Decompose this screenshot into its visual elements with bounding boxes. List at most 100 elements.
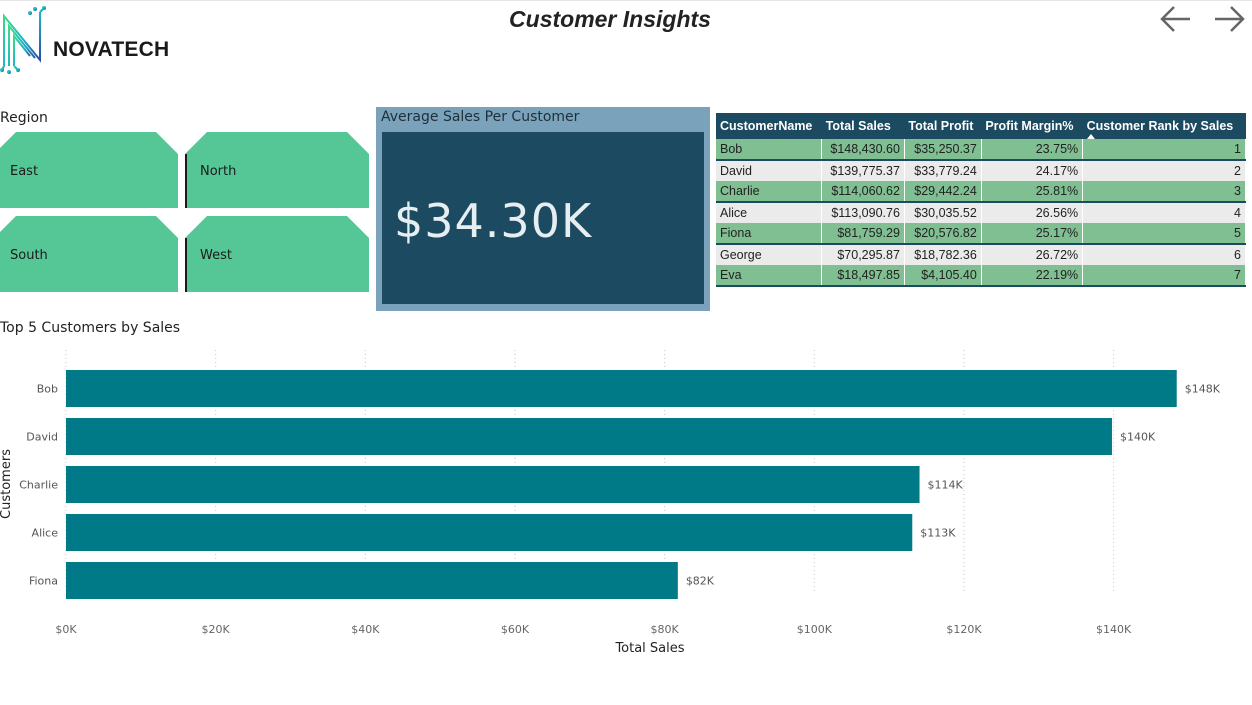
table-cell: $70,295.87 [821,244,905,265]
bar-bob[interactable] [66,370,1177,407]
table-row[interactable]: George $70,295.87 $18,782.36 26.72% 6 [716,244,1246,265]
table-cell: 6 [1082,244,1246,265]
table-row[interactable]: Charlie $114,060.62 $29,442.24 25.81% 3 [716,181,1246,203]
novatech-logo: NOVATECH [0,4,200,74]
x-tick-label: $140K [1096,623,1132,636]
table-header-row: CustomerName Total Sales Total Profit Pr… [716,113,1246,139]
table-cell: $30,035.52 [904,202,982,223]
x-axis-title: Total Sales [614,641,684,656]
x-tick-label: $20K [202,623,231,636]
table-cell: 25.17% [981,223,1084,245]
table-cell: $139,775.37 [821,160,905,181]
table-row[interactable]: David $139,775.37 $33,779.24 24.17% 2 [716,160,1246,181]
y-category-label: Bob [37,383,58,396]
bar-charlie[interactable] [66,466,920,503]
table-cell: George [716,244,823,265]
tile-shape [185,216,369,292]
bar-alice[interactable] [66,514,913,551]
table-cell: $4,105.40 [904,265,982,287]
region-tile-north[interactable]: North [185,132,369,208]
arrow-right-icon [1215,6,1245,32]
table-row[interactable]: Alice $113,090.76 $30,035.52 26.56% 4 [716,202,1246,223]
table-cell: Charlie [716,181,823,203]
page-title: Customer Insights [509,6,711,32]
table-cell: 26.72% [981,244,1084,265]
table-cell: $114,060.62 [821,181,905,203]
arrow-left-icon [1160,6,1190,32]
table-cell: 26.56% [981,202,1084,223]
bar-data-label: $113K [920,527,956,540]
bar-data-label: $140K [1120,431,1156,444]
bar-fiona[interactable] [66,562,678,599]
x-tick-label: $40K [351,623,380,636]
x-tick-label: $100K [797,623,833,636]
region-tile-west[interactable]: West [185,216,369,292]
region-tile-label: West [200,248,232,263]
table-cell: Fiona [716,223,823,245]
table-cell: $35,250.37 [904,139,982,161]
table-cell: 3 [1082,181,1246,203]
customer-table: CustomerName Total Sales Total Profit Pr… [716,113,1246,287]
table-cell: 1 [1082,139,1246,161]
top-customers-bar-chart: $0K $20K $40K $60K $80K $100K $120K $140K Bob $14… [0,350,1221,656]
table-cell: 23.75% [981,139,1084,161]
y-category-label: Alice [32,527,59,540]
region-tile-label: North [200,164,237,179]
kpi-label: Average Sales Per Customer [381,109,580,125]
kpi-value: $34.30K [394,194,593,248]
table-row[interactable]: Fiona $81,759.29 $20,576.82 25.17% 5 [716,223,1246,245]
table-cell: Eva [716,265,823,287]
top-border [0,0,1252,1]
tile-shape [0,132,178,208]
bar-data-label: $148K [1185,383,1221,396]
table-cell: Bob [716,139,823,161]
column-header-total-sales[interactable]: Total Sales [821,113,905,139]
column-header-label: Customer Rank by Sales [1086,119,1234,133]
table-cell: 5 [1082,223,1246,245]
region-tile-label: East [10,164,39,179]
x-tick-label: $80K [651,623,680,636]
chart-title: Top 5 Customers by Sales [0,320,181,336]
table-cell: 24.17% [981,160,1084,181]
bar-data-label: $114K [928,479,964,492]
bar-data-label: $82K [686,575,715,588]
table-cell: 2 [1082,160,1246,181]
y-axis-title: Customers [0,449,14,519]
table-row[interactable]: Bob $148,430.60 $35,250.37 23.75% 1 [716,139,1246,161]
table-cell: $113,090.76 [821,202,905,223]
region-tile-south[interactable]: South [0,216,178,292]
region-tile-label: South [10,248,48,263]
x-tick-label: $120K [946,623,982,636]
y-category-label: David [26,431,58,444]
x-tick-label: $60K [501,623,530,636]
sort-ascending-icon [1086,134,1095,139]
table-cell: $29,442.24 [904,181,982,203]
table-cell: 25.81% [981,181,1084,203]
region-slicer-label: Region [0,110,48,126]
bar-david[interactable] [66,418,1112,455]
logo-text: NOVATECH [53,38,170,61]
table-cell: 4 [1082,202,1246,223]
y-category-label: Charlie [19,479,58,492]
forward-button[interactable] [1212,2,1246,36]
circuit-n-logo-icon [0,6,46,74]
table-cell: 7 [1082,265,1246,287]
table-cell: Alice [716,202,823,223]
column-header-customer-rank[interactable]: Customer Rank by Sales [1082,113,1246,139]
table-cell: David [716,160,823,181]
table-cell: $81,759.29 [821,223,905,245]
column-header-profit-margin[interactable]: Profit Margin% [981,113,1083,139]
table-cell: 22.19% [981,265,1084,287]
kpi-card: Average Sales Per Customer $34.30K [376,107,710,311]
x-tick-label: $0K [55,623,77,636]
column-header-customer-name[interactable]: CustomerName [716,113,822,139]
kpi-panel: $34.30K [382,132,704,304]
region-tile-east[interactable]: East [0,132,178,208]
tile-shape [0,216,178,292]
column-header-total-profit[interactable]: Total Profit [904,113,982,139]
table-cell: $148,430.60 [821,139,905,161]
table-cell: $18,782.36 [904,244,982,265]
back-button[interactable] [1159,2,1193,36]
table-row[interactable]: Eva $18,497.85 $4,105.40 22.19% 7 [716,265,1246,287]
tile-shape [185,132,369,208]
